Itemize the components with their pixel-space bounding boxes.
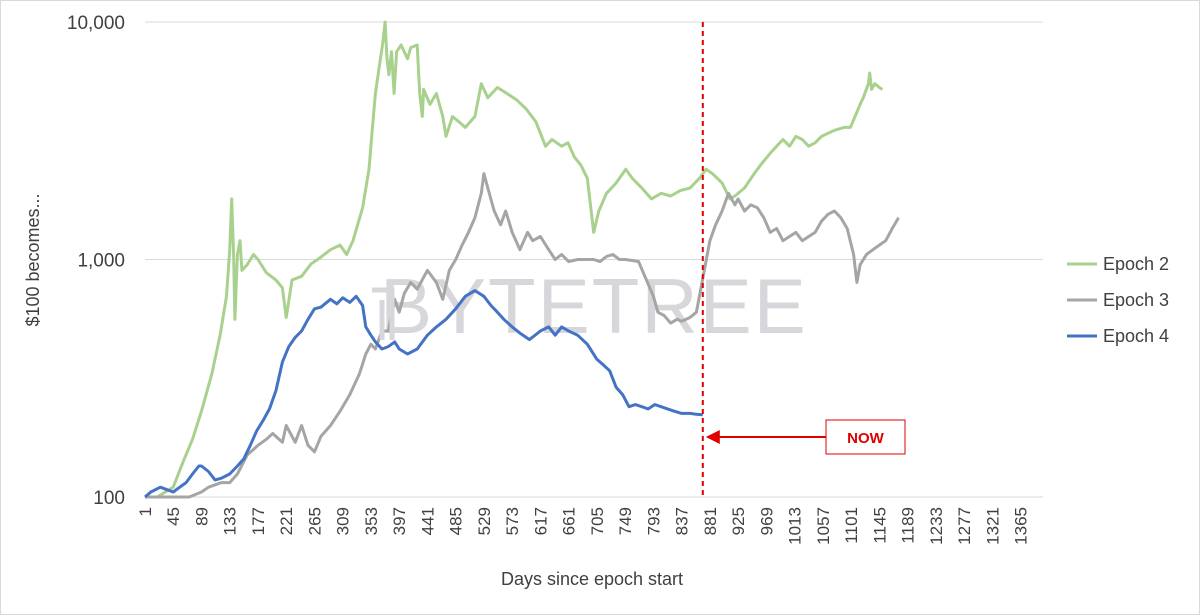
x-axis-title: Days since epoch start	[501, 569, 683, 589]
x-tick-label: 397	[390, 507, 409, 535]
x-tick-label: 309	[334, 507, 353, 535]
series-line-epoch-2	[145, 20, 884, 499]
x-tick-label: 793	[644, 507, 663, 535]
legend-label: Epoch 3	[1103, 290, 1169, 310]
x-tick-label: 485	[447, 507, 466, 535]
x-tick-label: 705	[588, 507, 607, 535]
now-label: NOW	[847, 430, 885, 447]
x-tick-label: 177	[249, 507, 268, 535]
series-line-epoch-3	[145, 172, 900, 499]
x-tick-label: 1365	[1012, 507, 1031, 545]
x-tick-label: 529	[475, 507, 494, 535]
x-tick-label: 661	[560, 507, 579, 535]
watermark: BYTETREE	[380, 262, 808, 350]
x-tick-label: 353	[362, 507, 381, 535]
x-tick-label: 573	[503, 507, 522, 535]
x-tick-label: 1	[136, 507, 155, 516]
y-tick-label: 100	[93, 488, 125, 509]
legend-label: Epoch 2	[1103, 254, 1169, 274]
x-tick-label: 1057	[814, 507, 833, 545]
x-tick-label: 133	[221, 507, 240, 535]
legend: Epoch 2 Epoch 3 Epoch 4	[1067, 254, 1169, 346]
x-tick-label: 45	[164, 507, 183, 526]
legend-label: Epoch 4	[1103, 326, 1169, 346]
y-axis-title: $100 becomes...	[23, 193, 43, 326]
x-tick-label: 881	[701, 507, 720, 535]
x-tick-label: 837	[673, 507, 692, 535]
x-tick-label: 1321	[983, 507, 1002, 545]
series-line-epoch-4	[144, 289, 703, 499]
x-tick-label: 1101	[842, 507, 861, 544]
x-tick-label: 1189	[899, 507, 918, 544]
x-tick-label: 1013	[786, 507, 805, 545]
series-lines	[144, 20, 900, 499]
y-tick-label: 1,000	[77, 251, 125, 272]
x-tick-label: 265	[305, 507, 324, 535]
now-label-box	[825, 419, 906, 455]
x-tick-label: 221	[277, 507, 296, 535]
x-tick-labels: 1 45 89 133 177 221 265 309 353 397 441 485 529 573 61…	[136, 507, 1031, 545]
x-tick-label: 925	[729, 507, 748, 535]
x-tick-label: 441	[418, 507, 437, 535]
x-tick-label: 1277	[955, 507, 974, 545]
x-tick-label: 969	[757, 507, 776, 535]
y-tick-labels: 100 1,000 10,000	[67, 13, 125, 509]
x-tick-label: 749	[616, 507, 635, 535]
x-tick-label: 1233	[927, 507, 946, 545]
x-tick-label: 617	[531, 507, 550, 535]
x-tick-label: 89	[192, 507, 211, 526]
y-tick-label: 10,000	[67, 13, 125, 34]
now-arrow-head	[705, 430, 720, 444]
x-tick-label: 1145	[870, 507, 889, 544]
now-annotation: NOW	[701, 22, 906, 497]
watermark-logo-mark	[372, 287, 395, 340]
